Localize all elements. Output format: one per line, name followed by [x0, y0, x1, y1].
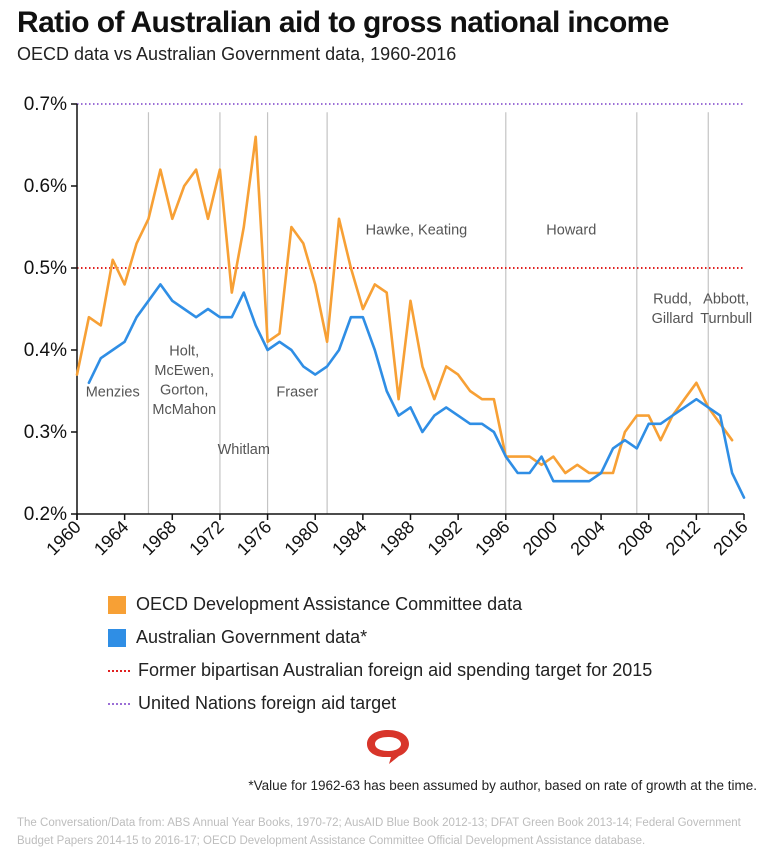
x-tick-label: 1992 [424, 517, 466, 559]
x-tick-label: 1976 [233, 517, 275, 559]
chart-title: Ratio of Australian aid to gross nationa… [17, 6, 669, 39]
x-tick-label: 1988 [376, 517, 418, 559]
era-label-line: Menzies [86, 385, 140, 401]
era-label-line: Whitlam [218, 442, 270, 458]
era-label-line: McEwen, [154, 363, 214, 379]
y-tick-label: 0.6% [24, 176, 67, 197]
era-label: Whitlam [218, 442, 270, 458]
era-label-line: Rudd, [653, 291, 692, 307]
era-label: Howard [546, 222, 596, 238]
era-label: Hawke, Keating [366, 222, 468, 238]
legend-item-government: Australian Government data* [108, 621, 652, 654]
y-tick-label: 0.5% [24, 258, 67, 279]
line-chart: 0.2%0.3%0.4%0.5%0.6%0.7%1960 1964 1968 1972… [24, 94, 752, 559]
x-tick-label: 1984 [328, 517, 370, 559]
era-label-line: Abbott, [703, 291, 749, 307]
legend-label-un-target: United Nations foreign aid target [138, 693, 397, 713]
y-tick-label: 0.2% [24, 504, 67, 525]
x-tick-label: 1980 [281, 517, 323, 559]
y-tick-label: 0.4% [24, 340, 67, 361]
x-tick-label: 1964 [90, 517, 132, 559]
legend-item-bipartisan-target: Former bipartisan Australian foreign aid… [108, 654, 652, 687]
x-tick-label: 2008 [614, 517, 656, 559]
era-label-line: Gorton, [160, 383, 208, 399]
x-tick-label: 1972 [185, 517, 227, 559]
legend-label-oecd: OECD Development Assistance Committee da… [136, 594, 523, 614]
chart-subtitle: OECD data vs Australian Government data,… [17, 44, 457, 64]
era-label: Abbott, Turnbull [700, 291, 752, 327]
legend-label-government: Australian Government data* [136, 627, 368, 647]
era-label-line: Turnbull [700, 311, 752, 327]
era-label-line: Holt, [169, 344, 199, 360]
legend-swatch-government [108, 628, 126, 647]
government-series-line [87, 283, 746, 499]
era-label: Holt, McEwen, Gorton, McMahon [152, 344, 216, 419]
x-tick-label: 2012 [662, 517, 704, 559]
legend-label-bipartisan-target: Former bipartisan Australian foreign aid… [138, 660, 653, 680]
the-conversation-logo-icon [367, 730, 409, 764]
y-tick-label: 0.3% [24, 422, 67, 443]
legend-dots-bipartisan-target [108, 669, 130, 672]
x-tick-label: 2004 [566, 517, 608, 559]
era-label-line: McMahon [152, 402, 216, 418]
footnote: *Value for 1962-63 has been assumed by a… [248, 778, 757, 793]
legend-item-un-target: United Nations foreign aid target [108, 687, 652, 720]
oecd-series-line [75, 135, 734, 475]
x-tick-label: 1968 [138, 517, 180, 559]
legend-item-oecd: OECD Development Assistance Committee da… [108, 588, 652, 621]
legend-swatch-oecd [108, 595, 126, 614]
era-label: Menzies [86, 385, 140, 401]
source-note: The Conversation/Data from: ABS Annual Y… [17, 817, 741, 847]
era-label-line: Gillard [652, 311, 694, 327]
x-tick-label: 2016 [709, 517, 751, 559]
era-label: Rudd, Gillard [652, 291, 694, 327]
era-label-line: Hawke, Keating [366, 222, 468, 238]
y-tick-label: 0.7% [24, 94, 67, 115]
legend: OECD Development Assistance Committee da… [108, 588, 652, 720]
x-tick-label: 2000 [519, 517, 561, 559]
legend-dots-un-target [108, 702, 130, 705]
era-label: Fraser [276, 385, 318, 401]
x-tick-label: 1996 [471, 517, 513, 559]
era-label-line: Fraser [276, 385, 318, 401]
era-label-line: Howard [546, 222, 596, 238]
